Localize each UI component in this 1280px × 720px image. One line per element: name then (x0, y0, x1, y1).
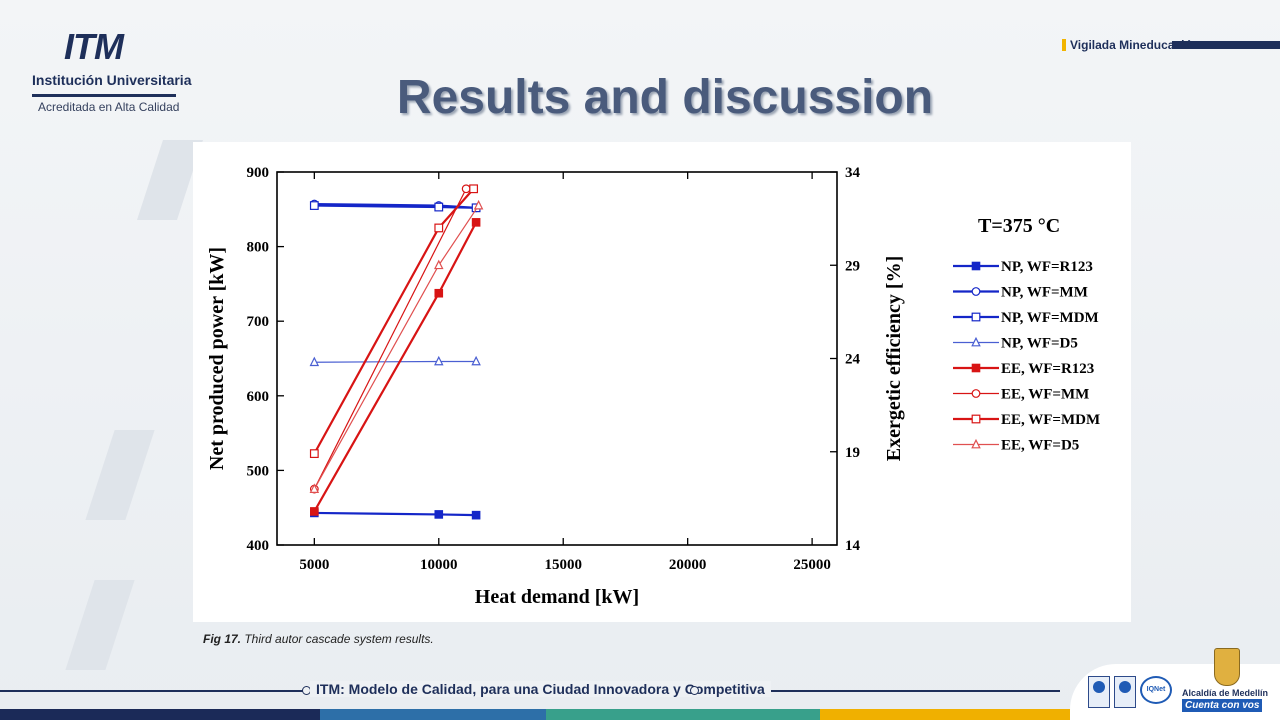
y-tick-label: 500 (247, 463, 270, 479)
x-tick-label: 10000 (420, 557, 458, 573)
legend-swatch-marker (971, 414, 981, 424)
data-point-series-7 (434, 223, 444, 233)
legend-label: NP, WF=R123 (1001, 259, 1093, 275)
y-tick-label: 800 (247, 240, 270, 256)
alcaldia-text: Alcaldía de Medellín (1182, 688, 1269, 698)
y2-axis-label: Exergetic efficiency [%] (883, 256, 905, 461)
legend-label: NP, WF=MDM (1001, 310, 1099, 326)
footer-color-band-3 (546, 709, 820, 720)
data-point-series-4 (471, 355, 481, 366)
legend-label: NP, WF=MM (1001, 285, 1088, 301)
plot-frame (276, 171, 838, 546)
legend-label: EE, WF=MM (1001, 387, 1089, 403)
footer-color-band-2 (320, 709, 546, 720)
medellin-shield-icon (1214, 648, 1240, 686)
y-tick-label: 600 (247, 389, 270, 405)
legend-swatch-marker (971, 363, 981, 373)
data-point-series-5 (434, 288, 444, 298)
vigilada-line (1172, 41, 1280, 49)
logo-subtitle: Acreditada en Alta Calidad (38, 100, 180, 114)
series-line-5 (313, 221, 478, 512)
results-chart: 5000 10000 15000 20000 25000 400 500 600 700 800 9… (206, 165, 1100, 608)
y2-tick-label: 19 (845, 445, 860, 461)
data-point-series-8 (473, 199, 484, 210)
certification-seal-icon (1114, 676, 1136, 708)
x-axis-label: Heat demand [kW] (475, 586, 639, 608)
data-point-series-4 (434, 355, 444, 366)
footer-color-band-1 (0, 709, 320, 720)
series-line-6 (313, 188, 467, 490)
vigilada-badge: Vigilada Mineducación (1062, 38, 1199, 52)
x-tick-label: 25000 (793, 557, 831, 573)
cuenta-con-vos-badge: Cuenta con vos (1182, 699, 1263, 712)
legend-swatch-marker (971, 287, 981, 296)
data-point-series-1 (471, 510, 481, 520)
y-tick-label: 900 (247, 165, 270, 181)
series-line-1 (314, 511, 477, 517)
x-tick-label: 15000 (544, 557, 582, 573)
iqnet-seal: IQNet (1140, 676, 1172, 704)
legend-label: EE, WF=D5 (1001, 438, 1079, 454)
y2-tick-label: 14 (845, 538, 861, 554)
y2-tick-label: 34 (845, 165, 861, 181)
legend-swatch-marker (971, 261, 981, 271)
itm-logo: ITM Institución Universitaria Acreditada… (32, 26, 191, 122)
footer-dot-right (690, 686, 699, 695)
y2-tick-label: 29 (845, 258, 860, 274)
legend-label: EE, WF=MDM (1001, 412, 1100, 428)
figure-caption: Fig 17. Third autor cascade system resul… (203, 632, 434, 646)
y-tick-label: 400 (247, 538, 270, 554)
vigilada-bar (1062, 39, 1066, 51)
legend-swatch-marker (971, 438, 981, 449)
logo-rule (32, 94, 176, 97)
logo-mark: ITM (64, 26, 124, 67)
series-line-4 (314, 360, 477, 363)
caption-label: Fig 17. (203, 632, 242, 646)
legend-title: T=375 °C (978, 215, 1060, 237)
data-point-series-7 (309, 449, 319, 459)
legend-swatch-marker (971, 336, 981, 347)
series-line-7 (313, 188, 475, 455)
page-title: Results and discussion (396, 71, 934, 124)
footer-color-band-4 (820, 709, 1080, 720)
data-point-series-8 (309, 483, 320, 493)
caption-text: Third autor cascade system results. (241, 632, 434, 646)
data-point-series-3 (309, 201, 319, 210)
series-line-8 (313, 205, 480, 490)
legend-swatch-marker (971, 312, 981, 322)
data-point-series-6 (461, 184, 471, 194)
legend-swatch-marker (971, 389, 981, 398)
data-point-series-5 (310, 507, 319, 516)
data-point-series-8 (434, 259, 444, 270)
legend-label: NP, WF=D5 (1001, 336, 1078, 352)
data-point-series-7 (469, 184, 479, 194)
logo-name: Institución Universitaria (32, 72, 192, 88)
footer-slogan: ITM: Modelo de Calidad, para una Ciudad … (310, 681, 771, 697)
y-tick-label: 700 (247, 314, 270, 330)
legend-label: EE, WF=R123 (1001, 361, 1094, 377)
data-point-series-4 (309, 356, 320, 367)
data-point-series-3 (434, 202, 444, 212)
data-point-series-5 (471, 218, 481, 227)
certification-seal-icon (1088, 676, 1110, 708)
chart-panel: 5000 10000 15000 20000 25000 400 500 600 700 800 9… (193, 142, 1131, 622)
x-tick-label: 5000 (299, 557, 329, 573)
vigilada-text: Vigilada Mineducación (1070, 38, 1200, 52)
x-tick-label: 20000 (669, 557, 707, 573)
y2-tick-label: 24 (845, 352, 861, 368)
data-point-series-1 (434, 510, 444, 519)
y-axis-label: Net produced power [kW] (206, 247, 228, 470)
